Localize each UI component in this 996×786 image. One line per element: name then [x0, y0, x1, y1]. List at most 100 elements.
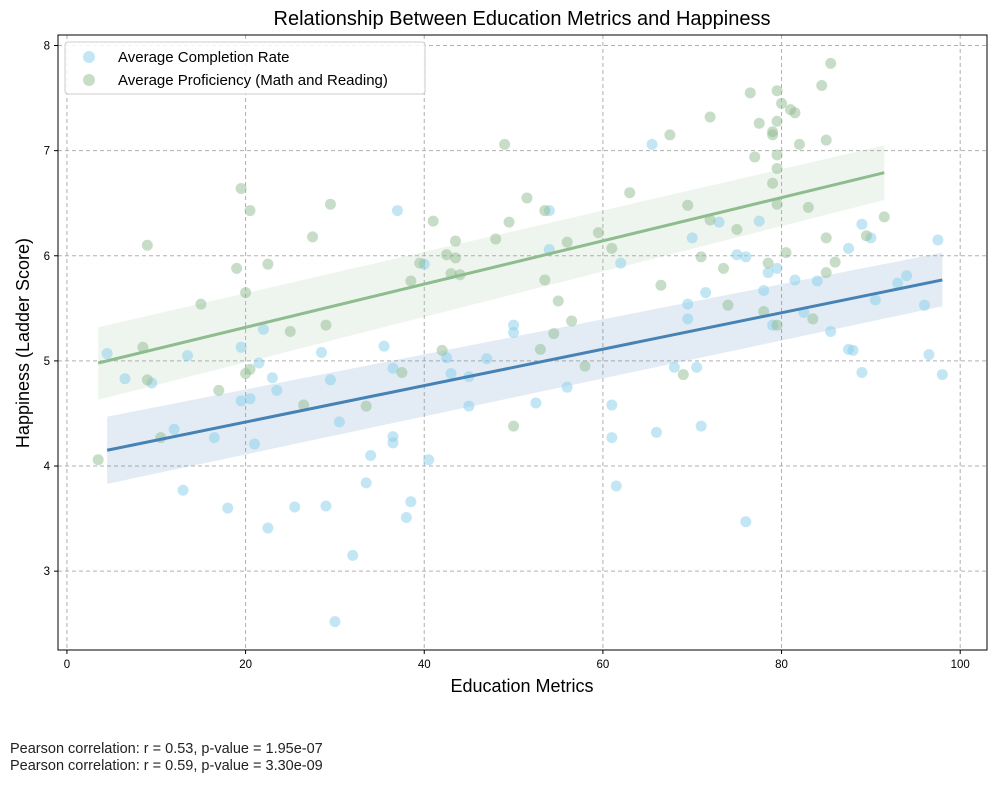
- scatter-point: [843, 242, 855, 254]
- scatter-point: [391, 205, 403, 217]
- scatter-point: [235, 395, 247, 407]
- scatter-point: [141, 239, 153, 251]
- scatter-point: [101, 348, 113, 360]
- scatter-point: [789, 107, 801, 119]
- scatter-point: [901, 270, 913, 282]
- x-tick-label: 80: [775, 659, 788, 671]
- scatter-point: [271, 384, 283, 396]
- scatter-point: [499, 138, 511, 150]
- scatter-point: [740, 516, 752, 528]
- scatter-point: [378, 340, 390, 352]
- scatter-point: [731, 223, 743, 235]
- y-axis-label: Happiness (Ladder Score): [13, 238, 33, 448]
- scatter-point: [289, 501, 301, 513]
- legend-box: [64, 41, 426, 95]
- scatter-point: [856, 218, 868, 230]
- scatter-point: [682, 298, 694, 310]
- scatter-point: [360, 477, 372, 489]
- scatter-point: [244, 363, 256, 375]
- scatter-point: [396, 366, 408, 378]
- scatter-point: [668, 361, 680, 373]
- scatter-point: [758, 284, 770, 296]
- scatter-point: [932, 234, 944, 246]
- scatter-point: [816, 79, 828, 91]
- scatter-point: [811, 275, 823, 287]
- scatter-point: [445, 368, 457, 380]
- legend-marker-proficiency: [83, 74, 95, 86]
- scatter-point: [552, 295, 564, 307]
- scatter-point: [119, 373, 131, 385]
- scatter-point: [307, 231, 319, 243]
- scatter-point: [329, 616, 341, 628]
- scatter-point: [677, 369, 689, 381]
- scatter-point: [231, 262, 243, 274]
- plot-area-frame: [57, 34, 988, 651]
- scatter-point: [923, 349, 935, 361]
- scatter-point: [521, 192, 533, 204]
- scatter-point: [436, 344, 448, 356]
- axis-ticks: 0 20 40 60 80 100 3 4 5 6 7 8: [44, 41, 970, 671]
- scatter-point: [847, 344, 859, 356]
- scatter-point: [177, 484, 189, 496]
- scatter-point: [624, 187, 636, 199]
- scatter-point: [829, 256, 841, 268]
- scatter-point: [740, 251, 752, 263]
- scatter-point: [503, 216, 515, 228]
- scatter-point: [820, 267, 832, 279]
- scatter-point: [825, 325, 837, 337]
- scatter-point: [682, 199, 694, 211]
- regression-line: [106, 278, 943, 452]
- scatter-point: [347, 549, 359, 561]
- y-tick-label: 3: [44, 566, 50, 578]
- scatter-point: [610, 480, 622, 492]
- scatter-point: [695, 420, 707, 432]
- regression-line: [97, 171, 885, 365]
- scatter-point: [655, 279, 667, 291]
- scatter-point: [767, 129, 779, 141]
- legend-label-completion: Average Completion Rate: [118, 49, 290, 66]
- scatter-point: [284, 325, 296, 337]
- scatter-point: [253, 357, 265, 369]
- scatter-point: [744, 87, 756, 99]
- correlation-note-completion: Pearson correlation: r = 0.53, p-value =…: [10, 741, 323, 757]
- scatter-point: [664, 129, 676, 141]
- y-tick-label: 7: [44, 146, 50, 158]
- x-tick-label: 100: [951, 659, 970, 671]
- scatter-point: [802, 201, 814, 213]
- scatter-point: [316, 346, 328, 358]
- scatter-point: [262, 522, 274, 534]
- scatter-point: [405, 496, 417, 508]
- scatter-point: [235, 182, 247, 194]
- confidence-band: [107, 252, 943, 484]
- scatter-point: [682, 313, 694, 325]
- scatter-point: [141, 374, 153, 386]
- x-tick-label: 0: [64, 659, 70, 671]
- scatter-point: [762, 257, 774, 269]
- scatter-point: [767, 177, 779, 189]
- scatter-point: [722, 299, 734, 311]
- scatter-point: [749, 151, 761, 163]
- scatter-point: [195, 298, 207, 310]
- scatter-point: [414, 257, 426, 269]
- scatter-point: [463, 400, 475, 412]
- scatter-point: [298, 399, 310, 411]
- scatter-point: [320, 500, 332, 512]
- chart-title: Relationship Between Education Metrics a…: [274, 8, 771, 30]
- scatter-point: [213, 384, 225, 396]
- scatter-point: [606, 242, 618, 254]
- scatter-point: [771, 163, 783, 175]
- scatter-point: [262, 258, 274, 270]
- scatter-point: [776, 97, 788, 109]
- scatter-point: [691, 361, 703, 373]
- y-tick-label: 8: [44, 41, 50, 53]
- scatter-point: [646, 138, 658, 150]
- scatter-point: [561, 381, 573, 393]
- scatter-point: [789, 274, 801, 286]
- scatter-point: [869, 294, 881, 306]
- scatter-point: [450, 235, 462, 247]
- scatter-point: [235, 341, 247, 353]
- y-tick-label: 5: [44, 356, 50, 368]
- scatter-point: [360, 400, 372, 412]
